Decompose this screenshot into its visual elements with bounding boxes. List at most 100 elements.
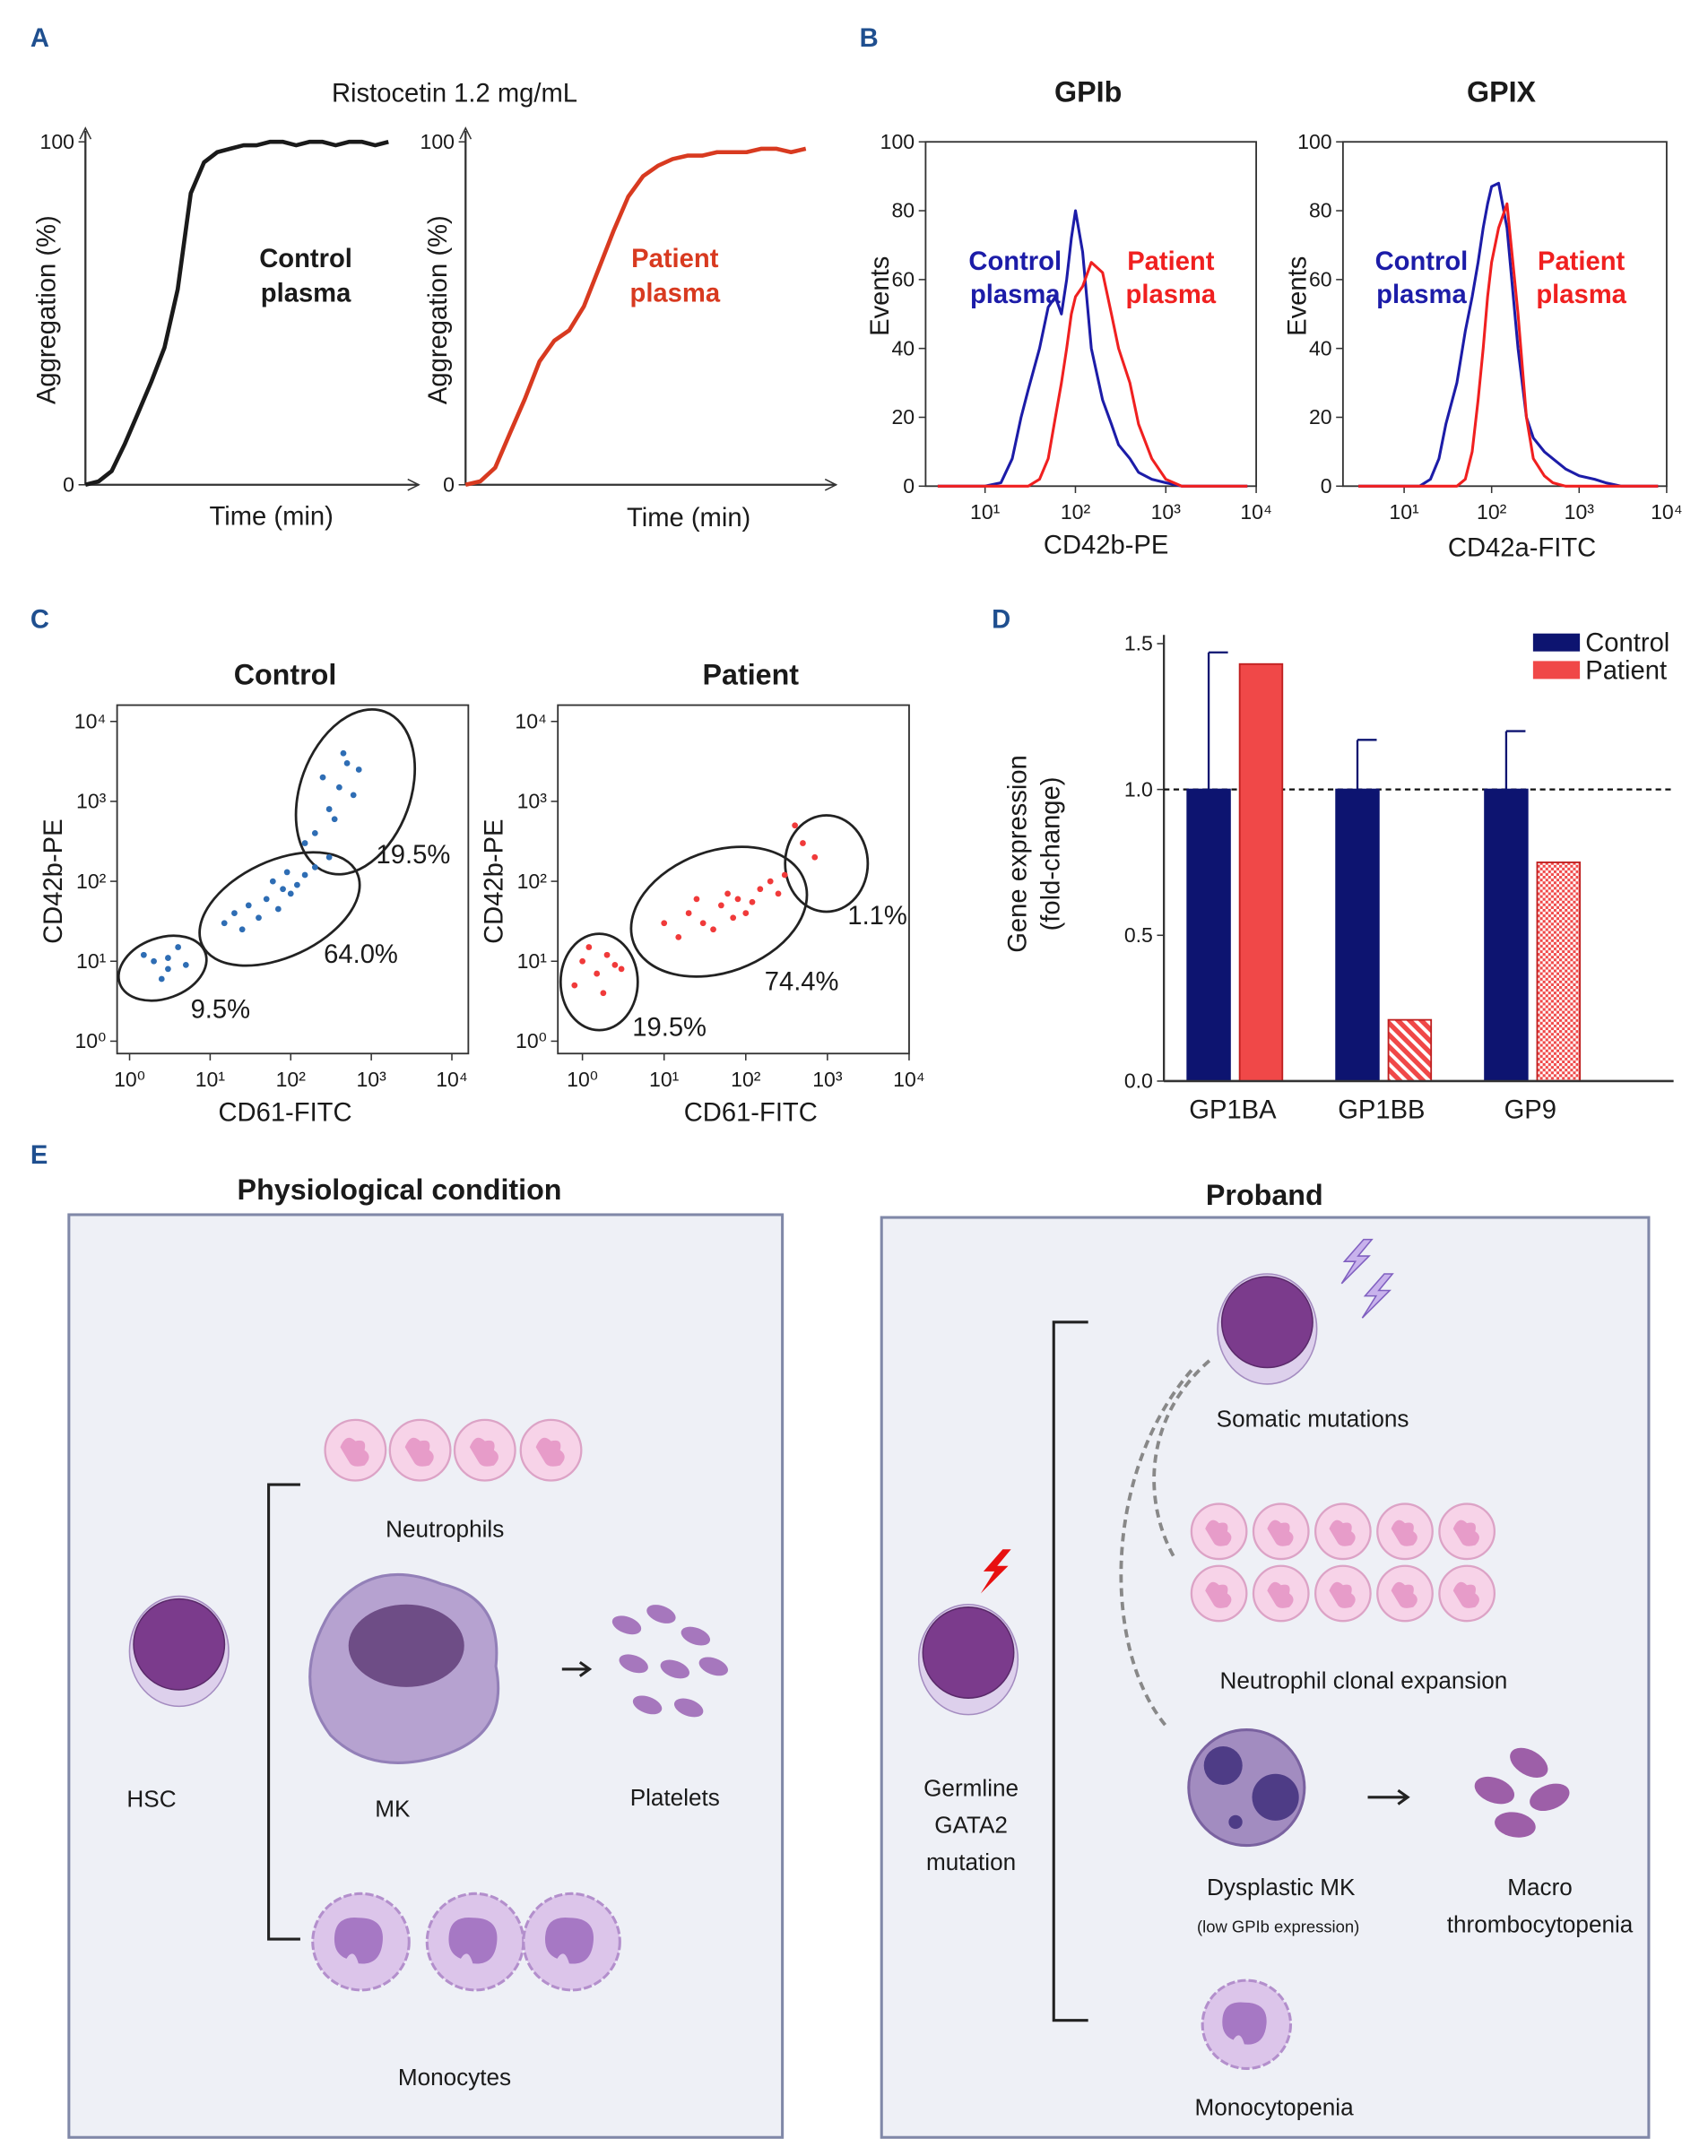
point [283,869,290,876]
x-axis-label: Time (min) [210,502,334,531]
y-tick-label: 1.5 [1124,632,1153,655]
nucleus [1452,1520,1479,1546]
chart-title: Patient [703,659,800,691]
point [730,914,737,922]
panel-label: A [30,24,49,53]
x-tick-label: 10¹ [649,1068,680,1091]
gate [117,934,208,1002]
gate [629,845,809,978]
bar [1186,788,1231,1082]
x-tick-label: 10¹ [970,500,1001,524]
point [603,951,611,958]
point [757,886,764,893]
x-tick-label: GP1BB [1338,1095,1425,1124]
y-tick-label: 0 [903,474,915,498]
series-label: Patient [1538,247,1626,276]
lightning [1340,1238,1374,1285]
platelet [660,1659,689,1679]
macro-platelet [1510,1747,1548,1779]
x-tick-label: 10⁴ [1240,500,1272,524]
x-tick-label: 10⁴ [436,1068,468,1091]
mk-nucleus [1228,1814,1243,1830]
platelet [619,1654,648,1674]
series-label: plasma [1376,281,1467,309]
macro-platelet [1530,1783,1570,1812]
chart: 0 20 40 60 80 100 10¹ 10² 10³ 10⁴ GPIX CD42a-FITC Ev… [1283,76,1682,563]
y-tick-label: 0 [63,472,74,496]
point [710,926,716,933]
point [600,990,607,997]
y-axis-label: Aggregation (%) [424,215,453,404]
x-axis-label: CD61-FITC [218,1099,351,1128]
y-tick-label: 60 [1309,268,1332,291]
point [256,914,262,922]
plot-frame [116,704,470,1055]
point [331,816,338,823]
nucleus [404,1437,434,1467]
point [335,784,342,791]
platelet [681,1626,711,1646]
macro-platelet [1474,1776,1515,1805]
axis-arrow [459,126,473,140]
point [594,970,601,977]
series-label: plasma [1536,281,1626,309]
y-tick-label: 10² [517,870,548,893]
point [611,961,619,968]
y-tick-label: 10⁴ [515,709,547,732]
diagram-label: GATA2 [934,1812,1008,1839]
y-axis-label: (fold-change) [1036,777,1065,931]
diagram [128,1238,1570,2070]
point [151,957,157,965]
point [325,806,333,812]
platelet [632,1695,663,1715]
bar [1484,788,1529,1082]
y-tick-label: 80 [891,199,915,222]
nucleus [334,1917,383,1964]
point [693,896,700,903]
data-line [1358,202,1659,488]
y-tick-label: 0 [1321,474,1332,498]
gate-label: 19.5% [632,1013,707,1042]
chart: 0 100 Time (min) Aggregation (%) Control plas… [32,126,420,531]
point [350,792,357,799]
nucleus [1222,2002,1267,2045]
hsc [1220,1276,1314,1369]
point [685,910,692,916]
nucleus [1391,1520,1418,1546]
y-tick-label: 100 [880,130,915,153]
nucleus [1329,1581,1356,1608]
y-axis-label: Events [866,256,895,336]
axis-arrow [824,478,838,491]
nucleus [1205,1581,1232,1608]
y-tick-label: 10¹ [76,949,107,973]
point [231,910,238,916]
point [699,920,707,927]
dashed-arrow [1119,1369,1193,1730]
y-axis-label: Gene expression [1004,755,1033,953]
dashed-arrow [1152,1359,1211,1557]
point [182,961,189,968]
x-tick-label: 10¹ [195,1068,226,1091]
y-axis-label: Aggregation (%) [32,215,61,404]
nucleus [1452,1581,1479,1608]
chart: 10⁰ 10¹ 10² 10³ 10⁴ 10⁰ 10¹ 10² 10³ 10⁴ Control CD6… [39,659,470,1128]
point [343,760,351,766]
point [221,920,228,927]
x-tick-label: 10² [1061,500,1091,524]
y-tick-label: 10⁴ [74,709,107,732]
point [301,840,308,846]
point [724,890,731,897]
y-tick-label: 10⁰ [74,1029,106,1052]
point [294,881,300,888]
data-line [1358,181,1659,488]
point [792,822,799,829]
x-tick-label: 10² [1477,500,1507,524]
diagram-title: Physiological condition [238,1173,562,1206]
nucleus [1391,1581,1418,1608]
x-tick-label: 10⁰ [567,1068,598,1091]
x-axis-label: CD42a-FITC [1448,534,1596,563]
point [340,749,347,757]
platelet [673,1698,704,1718]
plot-frame [557,704,910,1055]
y-tick-label: 10³ [517,790,548,813]
